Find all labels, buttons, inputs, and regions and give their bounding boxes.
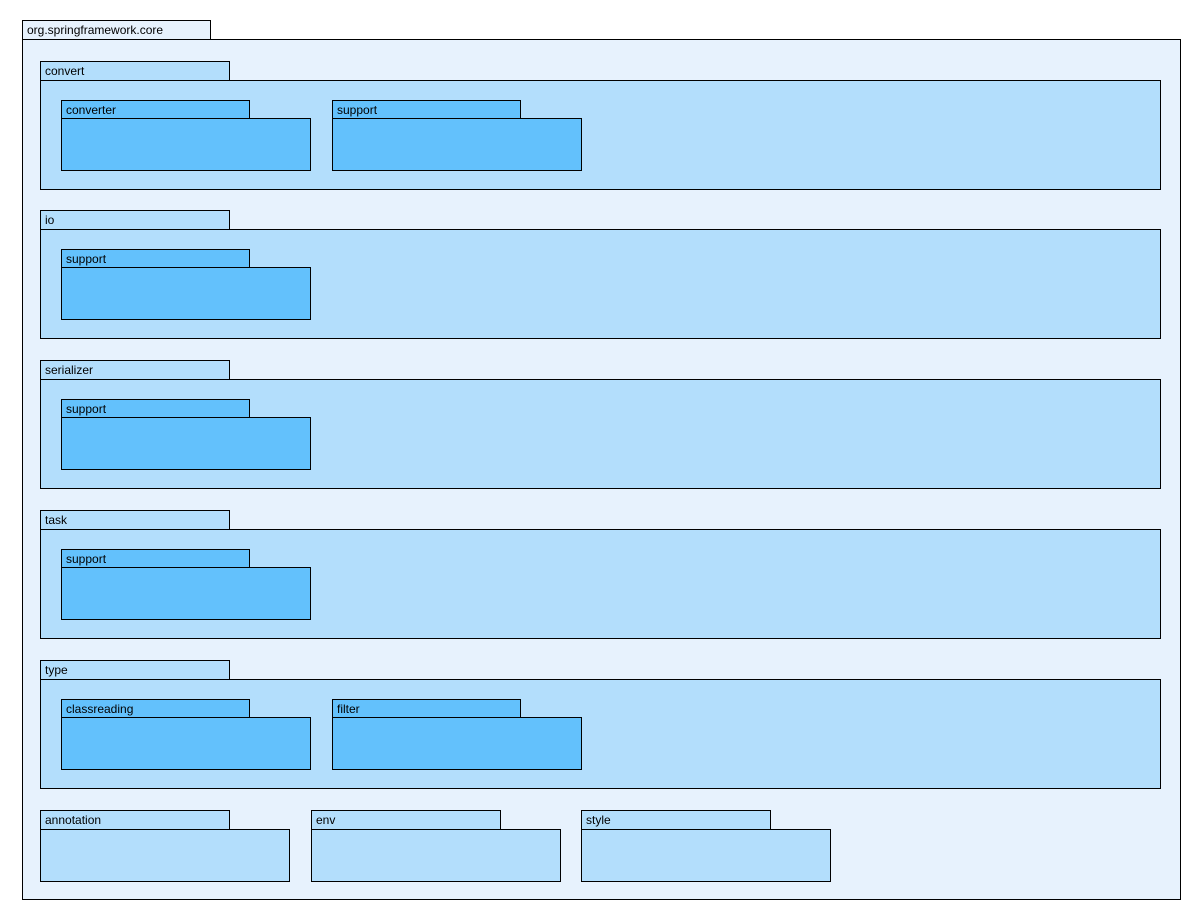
package-type-label: type [45,663,68,677]
package-task-support-tab: support [61,549,250,568]
package-filter-tab: filter [332,699,521,718]
package-type-body [40,679,1161,789]
package-serializer-support-label: support [66,402,107,416]
package-convert-label: convert [45,64,85,78]
package-serializer-support-body [61,417,311,470]
package-task-support-body [61,567,311,620]
package-converter-label: converter [66,103,117,117]
package-io-support-body [61,267,311,320]
package-converter-body [61,118,311,171]
package-core-tab: org.springframework.core [22,20,211,40]
package-env-label: env [316,813,336,827]
package-task-tab: task [40,510,230,530]
package-task-support-label: support [66,552,107,566]
package-convert-tab: convert [40,61,230,81]
package-serializer-tab: serializer [40,360,230,380]
package-env-tab: env [311,810,501,830]
package-io-support-tab: support [61,249,250,268]
package-io-label: io [45,213,55,227]
package-convert-support-body [332,118,582,171]
package-convert-support-label: support [337,103,378,117]
package-type-tab: type [40,660,230,680]
package-task-label: task [45,513,68,527]
package-convert-support-tab: support [332,100,521,119]
package-style-label: style [586,813,611,827]
package-serializer-label: serializer [45,363,94,377]
package-converter-tab: converter [61,100,250,119]
package-env-body [311,829,561,882]
package-io-support-label: support [66,252,107,266]
package-style-tab: style [581,810,771,830]
package-classreading-label: classreading [66,702,134,716]
package-annotation-label: annotation [45,813,102,827]
package-filter-label: filter [337,702,360,716]
package-filter-body [332,717,582,770]
package-classreading-tab: classreading [61,699,250,718]
package-annotation-body [40,829,290,882]
package-core-label: org.springframework.core [27,23,164,37]
package-classreading-body [61,717,311,770]
package-annotation-tab: annotation [40,810,230,830]
package-serializer-support-tab: support [61,399,250,418]
package-io-tab: io [40,210,230,230]
package-style-body [581,829,831,882]
